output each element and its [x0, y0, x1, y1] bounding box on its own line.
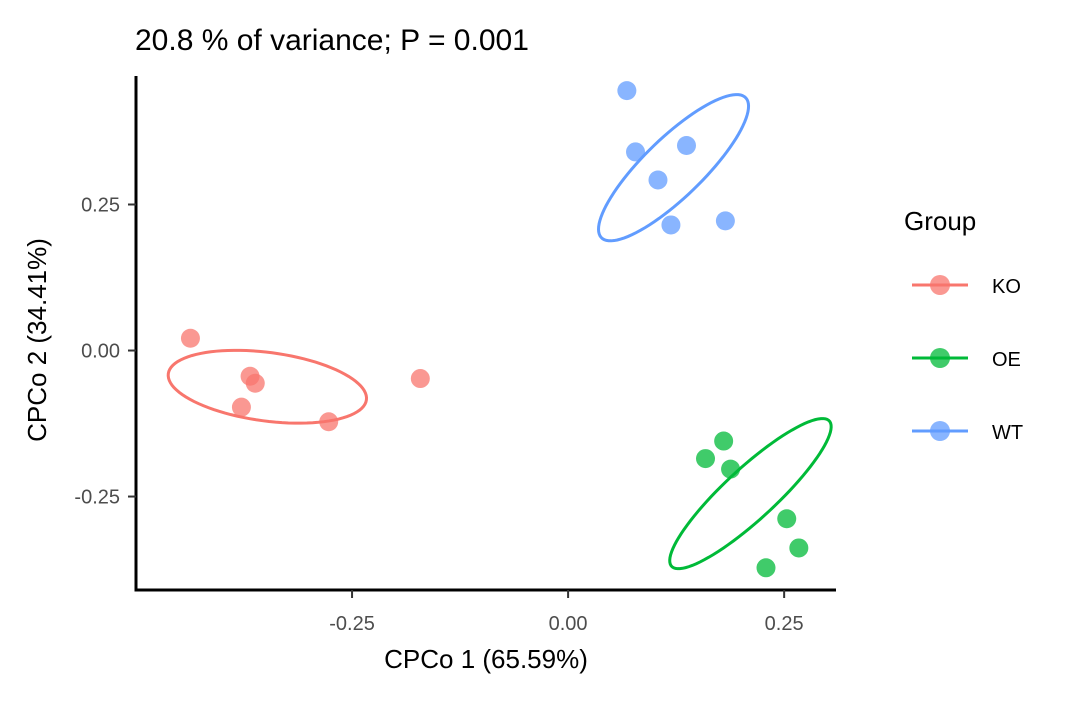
- legend-marker: [930, 421, 950, 441]
- y-tick-label: -0.25: [74, 487, 120, 509]
- legend-marker: [930, 348, 950, 368]
- legend-title: Group: [904, 206, 976, 236]
- x-tick-label: -0.25: [329, 613, 375, 635]
- ellipse-oe: [668, 417, 833, 571]
- chart-title: 20.8 % of variance; P = 0.001: [135, 24, 529, 57]
- ellipse-wt: [597, 93, 751, 243]
- x-ticks: -0.25 0.00 0.25: [329, 590, 804, 635]
- point-wt: [648, 170, 668, 190]
- point-oe: [777, 509, 797, 529]
- point-wt: [626, 142, 646, 162]
- point-layer: [180, 81, 809, 578]
- legend-item-ko: KO: [912, 275, 1021, 298]
- x-tick-label: 0.25: [765, 613, 804, 635]
- ellipse-ko: [166, 348, 369, 425]
- point-wt: [715, 211, 735, 231]
- legend-label: OE: [992, 349, 1021, 371]
- point-oe: [789, 538, 809, 558]
- point-wt: [676, 136, 696, 156]
- point-oe: [696, 449, 716, 469]
- y-axis-label: CPCo 2 (34.41%): [22, 238, 52, 442]
- point-ko: [319, 412, 339, 432]
- y-tick-label: 0.25: [81, 195, 120, 217]
- point-ko: [231, 397, 251, 417]
- legend-label: WT: [992, 422, 1023, 444]
- point-ko: [180, 328, 200, 348]
- point-oe: [721, 459, 741, 479]
- legend: Group KO OE WT: [904, 206, 1023, 444]
- legend-label: KO: [992, 276, 1021, 298]
- point-oe: [714, 431, 734, 451]
- x-tick-label: 0.00: [549, 613, 588, 635]
- point-ko: [410, 369, 430, 389]
- point-oe: [756, 558, 776, 578]
- point-wt: [661, 215, 681, 235]
- y-ticks: -0.25 0.00 0.25: [74, 195, 136, 509]
- legend-marker: [930, 275, 950, 295]
- x-axis-label: CPCo 1 (65.59%): [384, 644, 588, 674]
- legend-item-wt: WT: [912, 421, 1023, 444]
- ellipse-layer: [166, 93, 833, 571]
- legend-item-oe: OE: [912, 348, 1021, 371]
- point-ko: [245, 373, 265, 393]
- point-wt: [617, 81, 637, 101]
- y-tick-label: 0.00: [81, 341, 120, 363]
